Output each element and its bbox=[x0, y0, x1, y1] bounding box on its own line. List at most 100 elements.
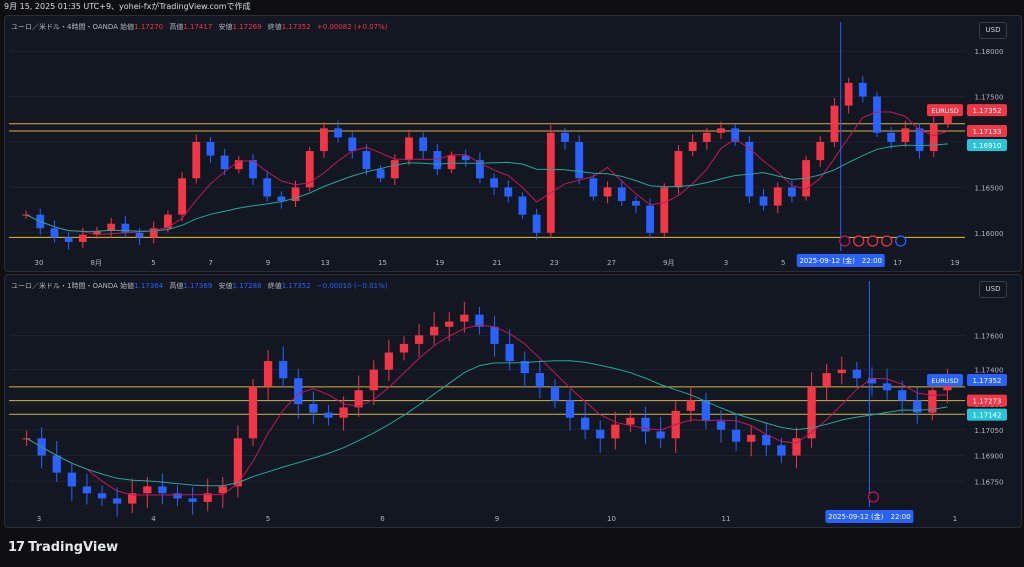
candle-body bbox=[518, 196, 527, 215]
date-tick-label: 10 bbox=[607, 515, 616, 523]
legend-1h: ユーロ／米ドル・1時間・OANDA 始値1.17364 高値1.17369 安値… bbox=[11, 281, 388, 291]
candle-body bbox=[646, 205, 654, 233]
candle-body bbox=[164, 214, 172, 229]
chart-caption: 9月 15, 2025 01:35 UTC+9、yohei-fxがTrading… bbox=[4, 2, 251, 11]
candle-body bbox=[745, 141, 754, 197]
candle-body bbox=[192, 141, 201, 179]
open-label: 始値 bbox=[120, 23, 135, 31]
date-tick-label: 19 bbox=[435, 259, 444, 267]
candle-body bbox=[589, 178, 598, 197]
candle-body bbox=[218, 486, 227, 494]
price-badge bbox=[967, 373, 1007, 386]
candle-body bbox=[82, 486, 92, 494]
price-badge bbox=[967, 104, 1007, 117]
candle-body bbox=[309, 404, 318, 413]
candle-body bbox=[369, 369, 378, 391]
price-badge-value: 1.17133 bbox=[973, 128, 1002, 136]
candle-body bbox=[220, 155, 229, 170]
candle-body bbox=[158, 486, 167, 494]
legend-title: ユーロ／米ドル・4時間・OANDA bbox=[11, 23, 118, 31]
lightning-icon bbox=[839, 235, 851, 247]
candle-body bbox=[731, 128, 740, 142]
date-tick-label: 4 bbox=[151, 515, 156, 523]
close-value: 1.17352 bbox=[281, 282, 311, 290]
candle-body bbox=[249, 160, 257, 179]
price-badge-value: 1.17142 bbox=[973, 412, 1002, 420]
candle-body bbox=[928, 390, 937, 413]
price-tick-label: 1.17600 bbox=[975, 332, 1004, 340]
candle-body bbox=[354, 390, 363, 408]
low-label: 安値 bbox=[218, 23, 233, 31]
legend-title: ユーロ／米ドル・1時間・OANDA bbox=[11, 282, 118, 290]
date-tick-label: 23 bbox=[550, 259, 559, 267]
candle-body bbox=[596, 429, 605, 439]
candle-body bbox=[263, 178, 272, 197]
price-badge bbox=[967, 408, 1007, 421]
date-tick-label: 13 bbox=[321, 259, 330, 267]
candle-body bbox=[641, 417, 650, 432]
flag-icon bbox=[881, 235, 893, 247]
candle-body bbox=[759, 196, 768, 206]
candle-body bbox=[717, 128, 725, 133]
date-tick-label: 7 bbox=[209, 259, 213, 267]
candle-body bbox=[291, 187, 300, 202]
crosshair-date-label: 2025-09-12 (金) 22:00 bbox=[828, 512, 911, 521]
chart-pane-1h[interactable]: ユーロ／米ドル・1時間・OANDA 始値1.17364 高値1.17369 安値… bbox=[4, 274, 1022, 528]
candle-body bbox=[867, 378, 877, 384]
price-tick-label: 1.17400 bbox=[975, 367, 1004, 375]
candle-body bbox=[660, 187, 669, 233]
candle-body bbox=[490, 326, 499, 344]
date-tick-label: 17 bbox=[893, 259, 902, 267]
candle-body bbox=[580, 417, 590, 430]
date-tick-label: 5 bbox=[781, 259, 785, 267]
chart-pane-4h[interactable]: ユーロ／米ドル・4時間・OANDA 始値1.17270 高値1.17417 安値… bbox=[4, 15, 1022, 272]
candle-body bbox=[632, 201, 640, 206]
candle-body bbox=[419, 137, 428, 152]
candle-body bbox=[837, 369, 846, 374]
candle-body bbox=[294, 378, 303, 404]
tradingview-footer: 17 TradingView bbox=[8, 538, 118, 556]
candle-body bbox=[882, 383, 892, 391]
tradingview-logo-icon: 17 bbox=[8, 539, 25, 555]
flag-icon bbox=[867, 235, 879, 247]
candle-body bbox=[149, 228, 158, 238]
candle-body bbox=[701, 400, 711, 422]
low-value: 1.17269 bbox=[232, 23, 262, 31]
candle-body bbox=[107, 223, 116, 232]
date-tick-label: 8月 bbox=[91, 259, 102, 267]
candle-body bbox=[173, 493, 182, 499]
flag-icon bbox=[853, 235, 865, 247]
candle-body bbox=[535, 373, 544, 387]
candle-body bbox=[248, 386, 258, 439]
close-label: 終値 bbox=[267, 23, 282, 31]
candle-body bbox=[490, 178, 498, 188]
candle-body bbox=[263, 361, 273, 387]
open-value: 1.17270 bbox=[134, 23, 164, 31]
candle-body bbox=[93, 231, 101, 235]
price-tick-label: 1.17050 bbox=[975, 427, 1004, 435]
moving-average-long bbox=[25, 143, 948, 232]
candle-body bbox=[626, 417, 635, 425]
candle-body bbox=[52, 455, 61, 473]
currency-button[interactable]: USD bbox=[979, 281, 1007, 298]
symbol-badge bbox=[927, 373, 963, 386]
candle-body bbox=[505, 343, 514, 362]
candle-body bbox=[731, 429, 741, 442]
price-chart-4h[interactable]: 1.180001.175001.170001.165001.16000308月5… bbox=[5, 16, 1021, 271]
price-badge-value: 1.16910 bbox=[973, 142, 1002, 150]
candle-body bbox=[915, 128, 924, 152]
price-badge-value: 1.17352 bbox=[973, 377, 1002, 385]
moving-average-short bbox=[25, 111, 949, 236]
candle-body bbox=[901, 128, 910, 142]
currency-button[interactable]: USD bbox=[979, 22, 1007, 39]
candle-body bbox=[206, 141, 215, 156]
candle-body bbox=[686, 400, 695, 411]
candle-body bbox=[143, 486, 152, 494]
candle-body bbox=[656, 431, 665, 439]
low-value: 1.17288 bbox=[232, 282, 262, 290]
price-chart-1h[interactable]: 1.176001.174001.172001.170501.169001.167… bbox=[5, 275, 1021, 527]
candle-body bbox=[688, 141, 697, 152]
candle-body bbox=[747, 434, 756, 442]
candle-body bbox=[898, 390, 907, 401]
date-tick-label: 1 bbox=[953, 515, 957, 523]
